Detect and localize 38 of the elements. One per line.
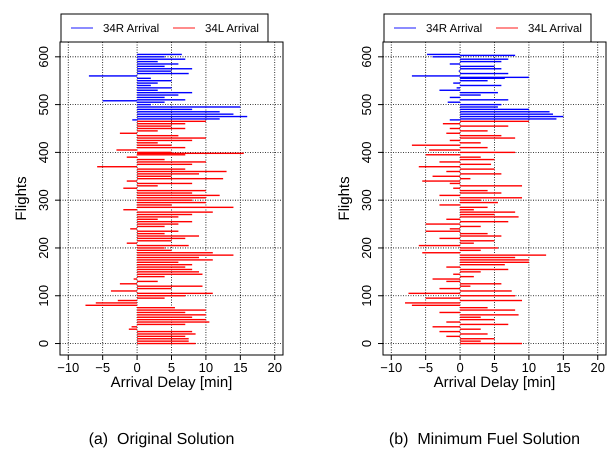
text: (a) Original Solution — [88, 431, 234, 448]
x-tick-label: 5 — [168, 360, 176, 376]
x-tick-label: 20 — [590, 360, 605, 376]
x-tick-label: 15 — [556, 360, 571, 376]
y-tick-label: 500 — [36, 94, 51, 116]
y-tick-label: 400 — [359, 142, 374, 164]
x-axis-title: Arrival Delay [min] — [110, 374, 232, 391]
x-tick-label: −5 — [418, 360, 434, 376]
x-axis-title: Arrival Delay [min] — [434, 374, 556, 391]
y-tick-label: 0 — [359, 340, 374, 348]
y-tick-label: 300 — [36, 189, 51, 212]
y-tick-label: 600 — [359, 46, 374, 68]
legend-label: 34L Arrival — [205, 23, 259, 36]
y-tick-label: 100 — [36, 284, 51, 307]
y-tick-label: 500 — [359, 94, 374, 116]
y-axis-title: Flights — [13, 176, 30, 221]
x-tick-label: 10 — [522, 360, 536, 376]
x-tick-label: 0 — [133, 360, 141, 376]
text: (b) Minimum Fuel Solution — [388, 431, 580, 448]
y-tick-label: 600 — [36, 46, 51, 68]
y-tick-label: 400 — [36, 142, 51, 164]
legend-label: 34L Arrival — [528, 23, 582, 36]
y-tick-label: 0 — [36, 340, 51, 348]
y-axis-title: Flights — [336, 176, 353, 221]
x-tick-label: −10 — [57, 360, 80, 376]
y-tick-label: 300 — [359, 189, 374, 212]
y-tick-label: 200 — [36, 237, 51, 259]
x-tick-label: 20 — [268, 360, 282, 376]
x-tick-label: 10 — [198, 360, 214, 376]
legend-label: 34R Arrival — [103, 23, 160, 36]
legend-label: 34R Arrival — [426, 23, 482, 36]
x-tick-label: 15 — [233, 360, 248, 376]
y-tick-label: 200 — [359, 237, 374, 259]
x-tick-label: −10 — [380, 360, 402, 376]
x-tick-label: −5 — [95, 360, 110, 376]
x-tick-label: 5 — [490, 360, 498, 376]
y-tick-label: 100 — [359, 284, 374, 307]
x-tick-label: 0 — [456, 360, 464, 376]
